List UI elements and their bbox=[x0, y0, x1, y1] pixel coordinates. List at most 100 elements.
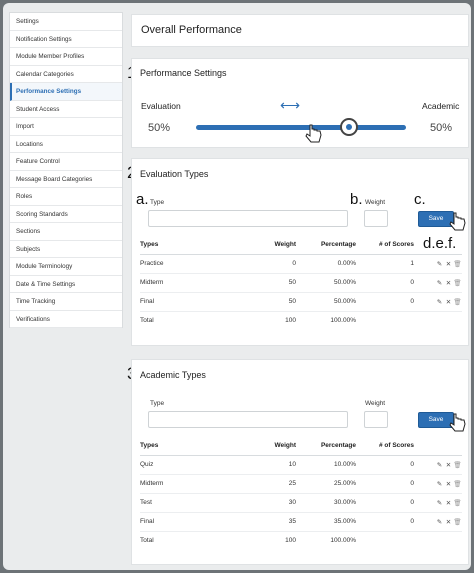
weight-slider-handle[interactable] bbox=[340, 118, 358, 136]
weight-cell: 50 bbox=[240, 292, 296, 312]
hand-cursor-icon bbox=[305, 124, 322, 143]
actions-header bbox=[414, 236, 462, 255]
weight-header: Weight bbox=[240, 437, 296, 456]
performance-settings-panel: Performance Settings Evaluation 50% Acad… bbox=[131, 58, 469, 148]
academic-save-button[interactable]: Save bbox=[418, 412, 454, 428]
sidebar-item-date-time-settings[interactable]: Date & Time Settings bbox=[10, 276, 122, 293]
table-row: Test 30 30.00% 0 ✎ ✕ 🗑︎ bbox=[140, 493, 462, 513]
sidebar-item-message-board-categories[interactable]: Message Board Categories bbox=[10, 171, 122, 188]
types-header: Types bbox=[140, 236, 240, 255]
total-percentage: 100.00% bbox=[330, 537, 356, 545]
x-icon[interactable]: ✕ bbox=[445, 279, 452, 287]
sidebar-item-notification-settings[interactable]: Notification Settings bbox=[10, 31, 122, 48]
evaluation-types-table: Types Weight Percentage # of Scores Practice… bbox=[140, 236, 462, 330]
table-row: Quiz 10 10.00% 0 ✎ ✕ 🗑︎ bbox=[140, 455, 462, 475]
sidebar-item-calendar-categories[interactable]: Calendar Categories bbox=[10, 66, 122, 83]
sidebar-item-subjects[interactable]: Subjects bbox=[10, 241, 122, 258]
table-row: Final 35 35.00% 0 ✎ ✕ 🗑︎ bbox=[140, 512, 462, 532]
sidebar-item-module-member-profiles[interactable]: Module Member Profiles bbox=[10, 48, 122, 66]
total-percentage: 100.00% bbox=[330, 317, 356, 325]
x-icon[interactable]: ✕ bbox=[445, 518, 452, 526]
table-header-row: Types Weight Percentage # of Scores bbox=[140, 437, 462, 456]
weight-cell: 0 bbox=[240, 254, 296, 274]
academic-label: Academic bbox=[422, 101, 460, 111]
page-title: Overall Performance bbox=[141, 24, 242, 36]
total-weight: 100 bbox=[285, 317, 296, 325]
evaluation-weight-input[interactable] bbox=[364, 210, 388, 227]
actions-header bbox=[414, 437, 462, 456]
trash-icon[interactable]: 🗑︎ bbox=[453, 279, 462, 287]
scores-cell: 0 bbox=[356, 474, 414, 494]
evaluation-types-panel: Evaluation Types a. Type b. Weight c. Sa… bbox=[131, 158, 469, 346]
trash-icon[interactable]: 🗑︎ bbox=[453, 298, 462, 306]
trash-icon[interactable]: 🗑︎ bbox=[453, 260, 462, 268]
percentage-cell: 0.00% bbox=[296, 254, 356, 274]
types-header: Types bbox=[140, 437, 240, 456]
sidebar-item-locations[interactable]: Locations bbox=[10, 136, 122, 153]
total-weight: 100 bbox=[285, 537, 296, 545]
trash-icon[interactable]: 🗑︎ bbox=[453, 499, 462, 507]
percentage-header: Percentage bbox=[296, 437, 356, 456]
sidebar-item-sections[interactable]: Sections bbox=[10, 223, 122, 241]
percentage-cell: 50.00% bbox=[296, 273, 356, 293]
pencil-icon[interactable]: ✎ bbox=[436, 499, 443, 507]
pencil-icon[interactable]: ✎ bbox=[436, 298, 443, 306]
pencil-icon[interactable]: ✎ bbox=[436, 518, 443, 526]
trash-icon[interactable]: 🗑︎ bbox=[453, 480, 462, 488]
sidebar-item-time-tracking[interactable]: Time Tracking bbox=[10, 293, 122, 311]
sidebar-item-student-access[interactable]: Student Access bbox=[10, 101, 122, 118]
sidebar-item-performance-settings[interactable]: Performance Settings bbox=[10, 83, 122, 101]
app-window: Settings Notification Settings Module Memb… bbox=[3, 3, 471, 570]
callout-c: c. bbox=[414, 191, 426, 208]
sidebar-item-roles[interactable]: Roles bbox=[10, 188, 122, 206]
scores-header: # of Scores bbox=[356, 236, 414, 255]
sidebar-item-settings[interactable]: Settings bbox=[10, 13, 122, 31]
sidebar-item-module-terminology[interactable]: Module Terminology bbox=[10, 258, 122, 276]
x-icon[interactable]: ✕ bbox=[445, 480, 452, 488]
weight-field-label: Weight bbox=[365, 400, 386, 407]
scores-cell: 0 bbox=[356, 273, 414, 293]
type-cell: Midterm bbox=[140, 474, 240, 494]
weight-cell: 25 bbox=[240, 474, 296, 494]
callout-b: b. bbox=[350, 191, 363, 208]
x-icon[interactable]: ✕ bbox=[445, 260, 452, 268]
percentage-cell: 30.00% bbox=[296, 493, 356, 513]
scores-cell: 0 bbox=[356, 455, 414, 475]
pencil-icon[interactable]: ✎ bbox=[436, 480, 443, 488]
type-cell: Final bbox=[140, 512, 240, 532]
sidebar-item-verifications[interactable]: Verifications bbox=[10, 311, 122, 328]
trash-icon[interactable]: 🗑︎ bbox=[453, 518, 462, 526]
trash-icon[interactable]: 🗑︎ bbox=[453, 461, 462, 469]
sidebar-item-import[interactable]: Import bbox=[10, 118, 122, 136]
type-cell: Quiz bbox=[140, 455, 240, 475]
type-field-label: Type bbox=[150, 400, 165, 407]
total-row: Total 100 100.00% bbox=[140, 311, 462, 330]
sidebar-item-scoring-standards[interactable]: Scoring Standards bbox=[10, 206, 122, 223]
academic-types-table: Types Weight Percentage # of Scores Quiz 10 10… bbox=[140, 437, 462, 550]
evaluation-label: Evaluation bbox=[141, 101, 181, 111]
type-cell: Test bbox=[140, 493, 240, 513]
scores-header: # of Scores bbox=[356, 437, 414, 456]
settings-sidebar: Settings Notification Settings Module Memb… bbox=[9, 12, 123, 328]
x-icon[interactable]: ✕ bbox=[445, 298, 452, 306]
pencil-icon[interactable]: ✎ bbox=[436, 279, 443, 287]
pencil-icon[interactable]: ✎ bbox=[436, 461, 443, 469]
percentage-cell: 10.00% bbox=[296, 455, 356, 475]
academic-weight-input[interactable] bbox=[364, 411, 388, 428]
evaluation-percent: 50% bbox=[148, 122, 171, 134]
pencil-icon[interactable]: ✎ bbox=[436, 260, 443, 268]
type-cell: Practice bbox=[140, 254, 240, 274]
scores-cell: 1 bbox=[356, 254, 414, 274]
x-icon[interactable]: ✕ bbox=[445, 499, 452, 507]
evaluation-types-title: Evaluation Types bbox=[140, 169, 209, 179]
scores-cell: 0 bbox=[356, 512, 414, 532]
weight-slider-track[interactable] bbox=[196, 125, 406, 130]
academic-type-input[interactable] bbox=[148, 411, 348, 428]
academic-percent: 50% bbox=[430, 122, 453, 134]
percentage-cell: 35.00% bbox=[296, 512, 356, 532]
sidebar-item-feature-control[interactable]: Feature Control bbox=[10, 153, 122, 171]
evaluation-type-input[interactable] bbox=[148, 210, 348, 227]
callout-a: a. bbox=[136, 191, 149, 208]
x-icon[interactable]: ✕ bbox=[445, 461, 452, 469]
scores-cell: 0 bbox=[356, 292, 414, 312]
